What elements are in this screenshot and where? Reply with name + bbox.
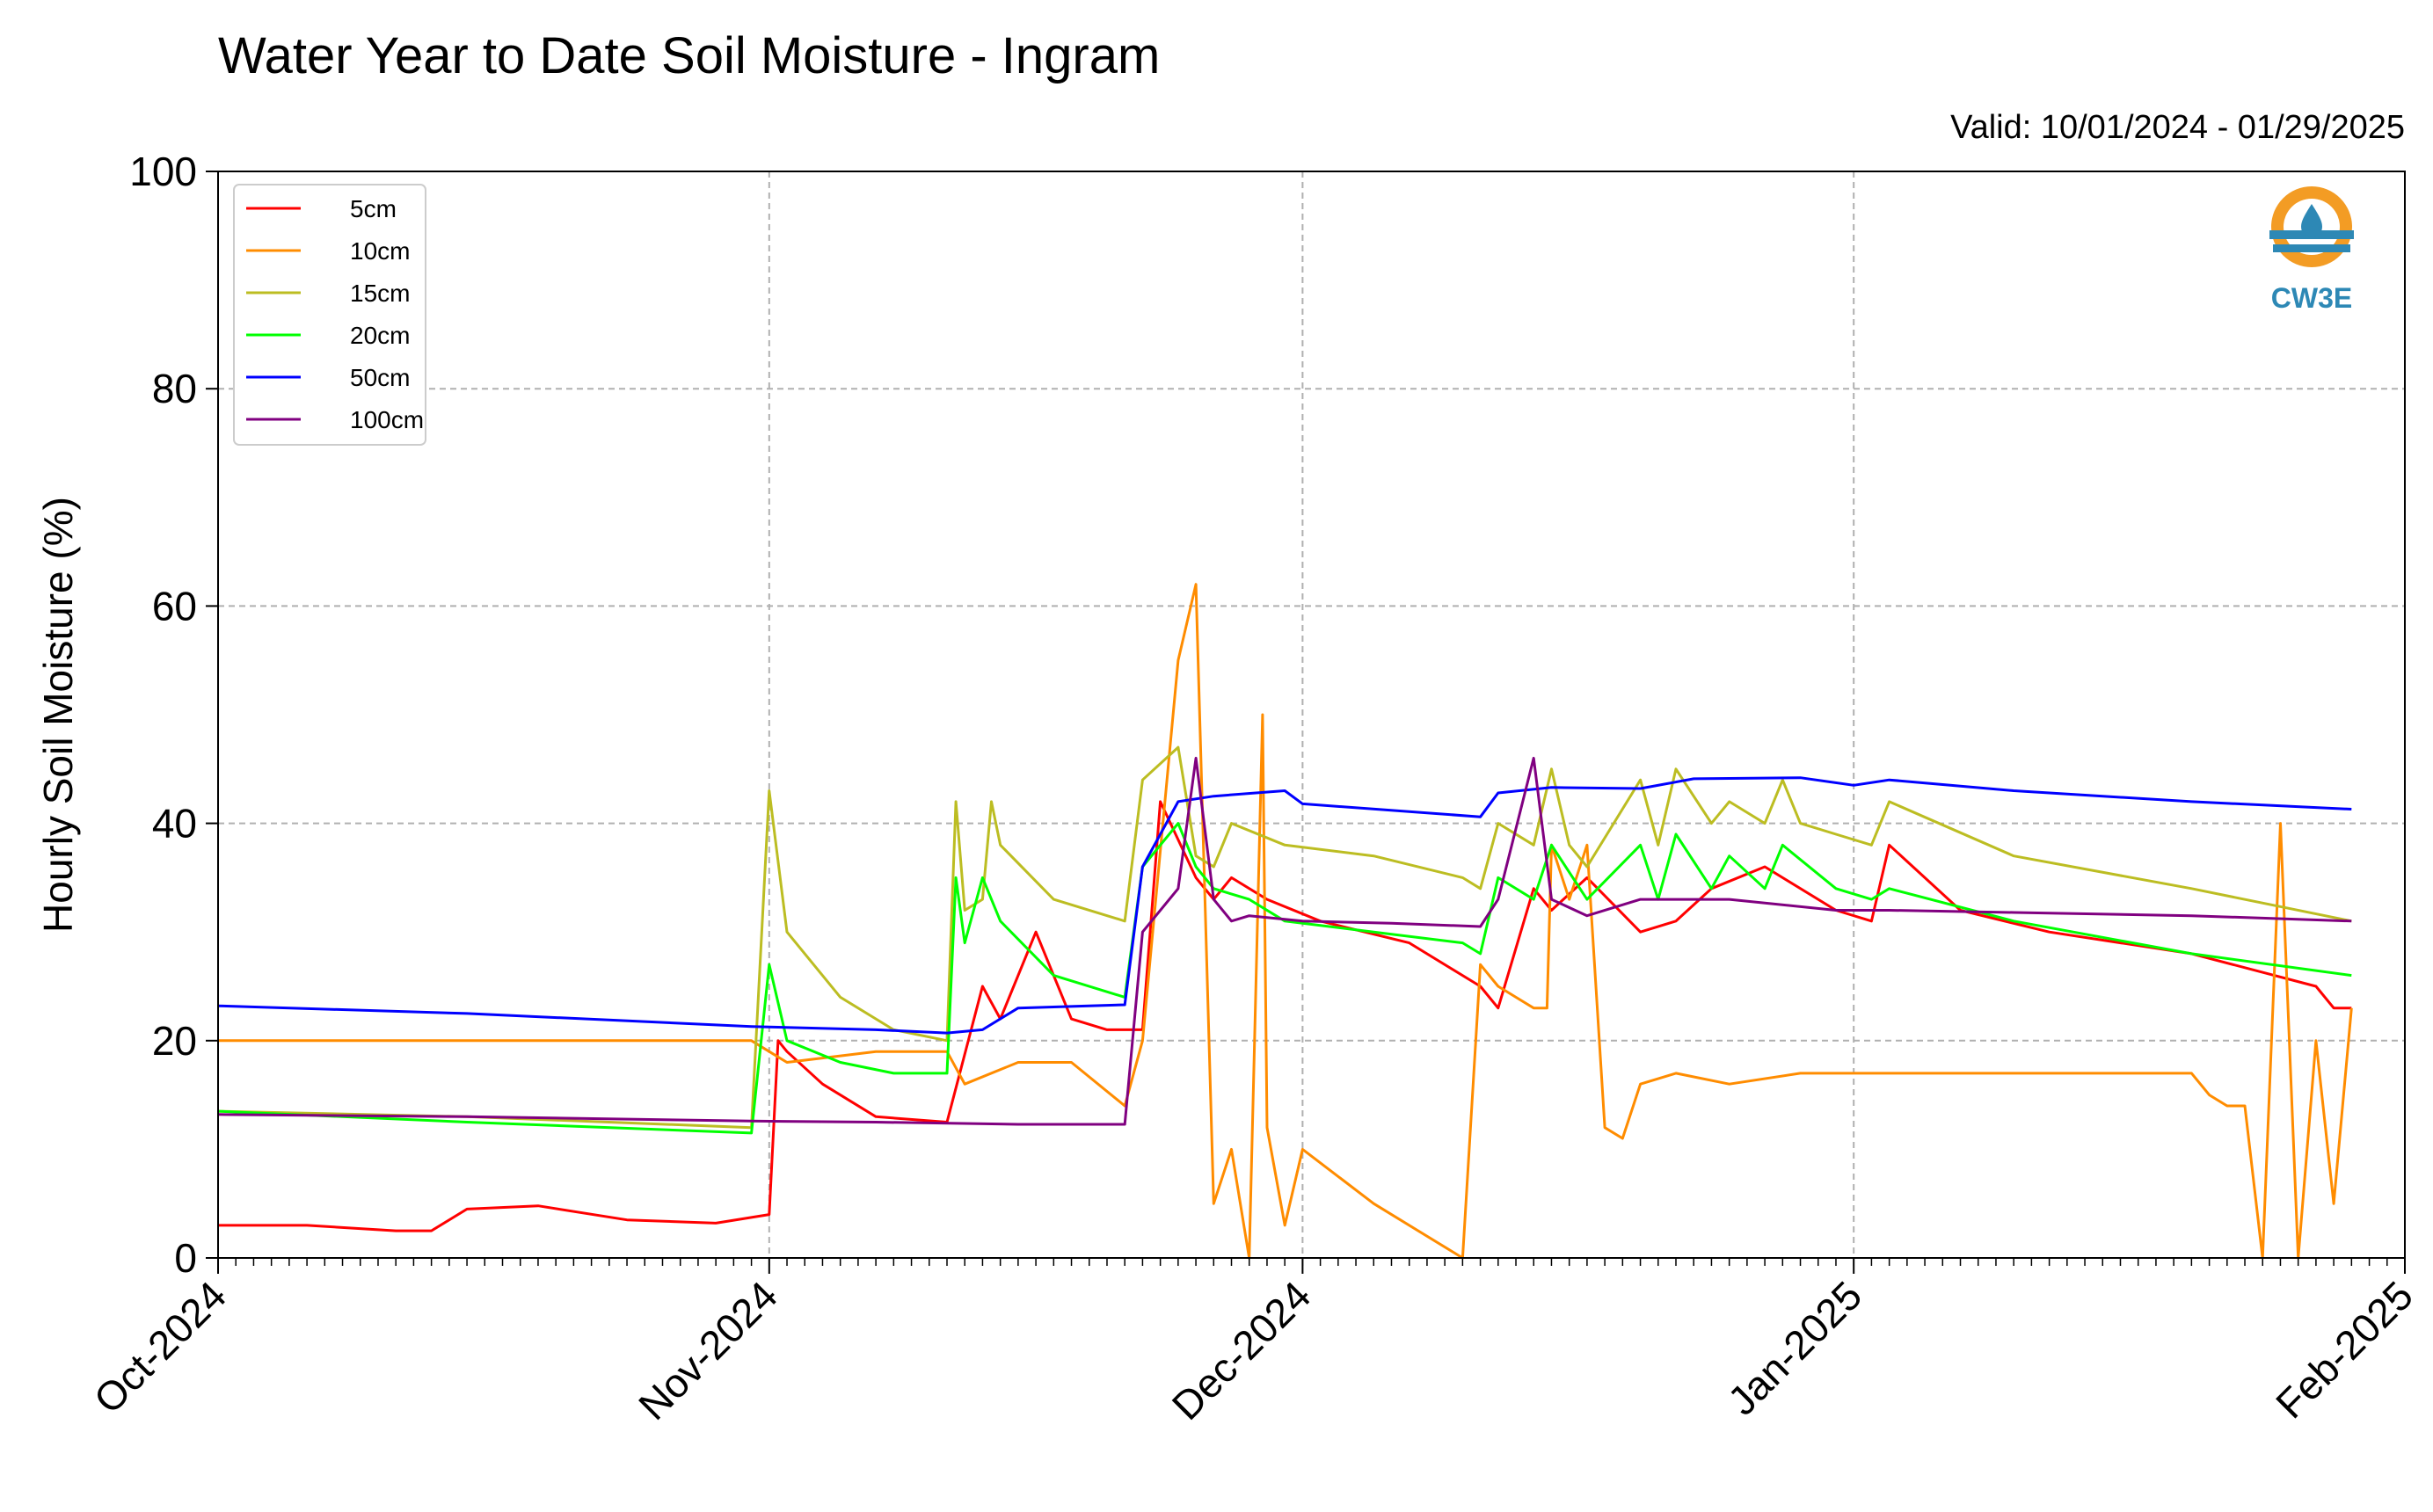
chart-subtitle: Valid: 10/01/2024 - 01/29/2025 (1950, 109, 2405, 146)
y-axis-title: Hourly Soil Moisture (%) (35, 497, 81, 933)
legend-label-10cm: 10cm (350, 237, 410, 265)
x-tick-label: Dec-2024 (1163, 1272, 1320, 1428)
y-tick-label: 100 (129, 149, 197, 194)
series-line-100cm (217, 756, 2352, 1126)
series-layer (217, 583, 2353, 1260)
x-tick-label: Nov-2024 (630, 1272, 786, 1428)
series-line-50cm (217, 776, 2352, 1035)
plot-frame (217, 171, 2406, 1259)
series-line-10cm (218, 583, 2353, 1260)
legend-label-100cm: 100cm (350, 406, 424, 433)
legend-label-5cm: 5cm (350, 195, 397, 222)
logo-wave-icon-2 (2273, 244, 2350, 252)
series-line-20cm (217, 822, 2352, 1135)
axis-layer: 0 20 40 60 80 100 Oct-2024 Nov-2024 Dec-2024 Jan-… (85, 149, 2422, 1428)
y-tick-label: 60 (152, 583, 197, 629)
legend-label-15cm: 15cm (350, 280, 410, 307)
logo-text: CW3E (2271, 282, 2352, 314)
chart-title: Water Year to Date Soil Moisture - Ingra… (218, 27, 1161, 84)
y-tick-label: 0 (174, 1235, 197, 1281)
logo-drop-icon (2301, 204, 2322, 237)
y-tick-label: 40 (152, 801, 197, 847)
x-tick-label: Oct-2024 (85, 1272, 236, 1422)
y-tick-label: 20 (152, 1018, 197, 1064)
legend-label-20cm: 20cm (350, 322, 410, 349)
y-tick-label: 80 (152, 366, 197, 411)
legend-label-50cm: 50cm (350, 364, 410, 391)
cw3e-logo: CW3E (2269, 186, 2354, 314)
x-tick-label: Jan-2025 (1719, 1272, 1870, 1423)
legend: 5cm 10cm 15cm 20cm 50cm 100cm (233, 184, 426, 446)
series-line-15cm (217, 745, 2352, 1130)
x-tick-label: Feb-2025 (2267, 1272, 2422, 1427)
grid-layer (218, 171, 2405, 1258)
